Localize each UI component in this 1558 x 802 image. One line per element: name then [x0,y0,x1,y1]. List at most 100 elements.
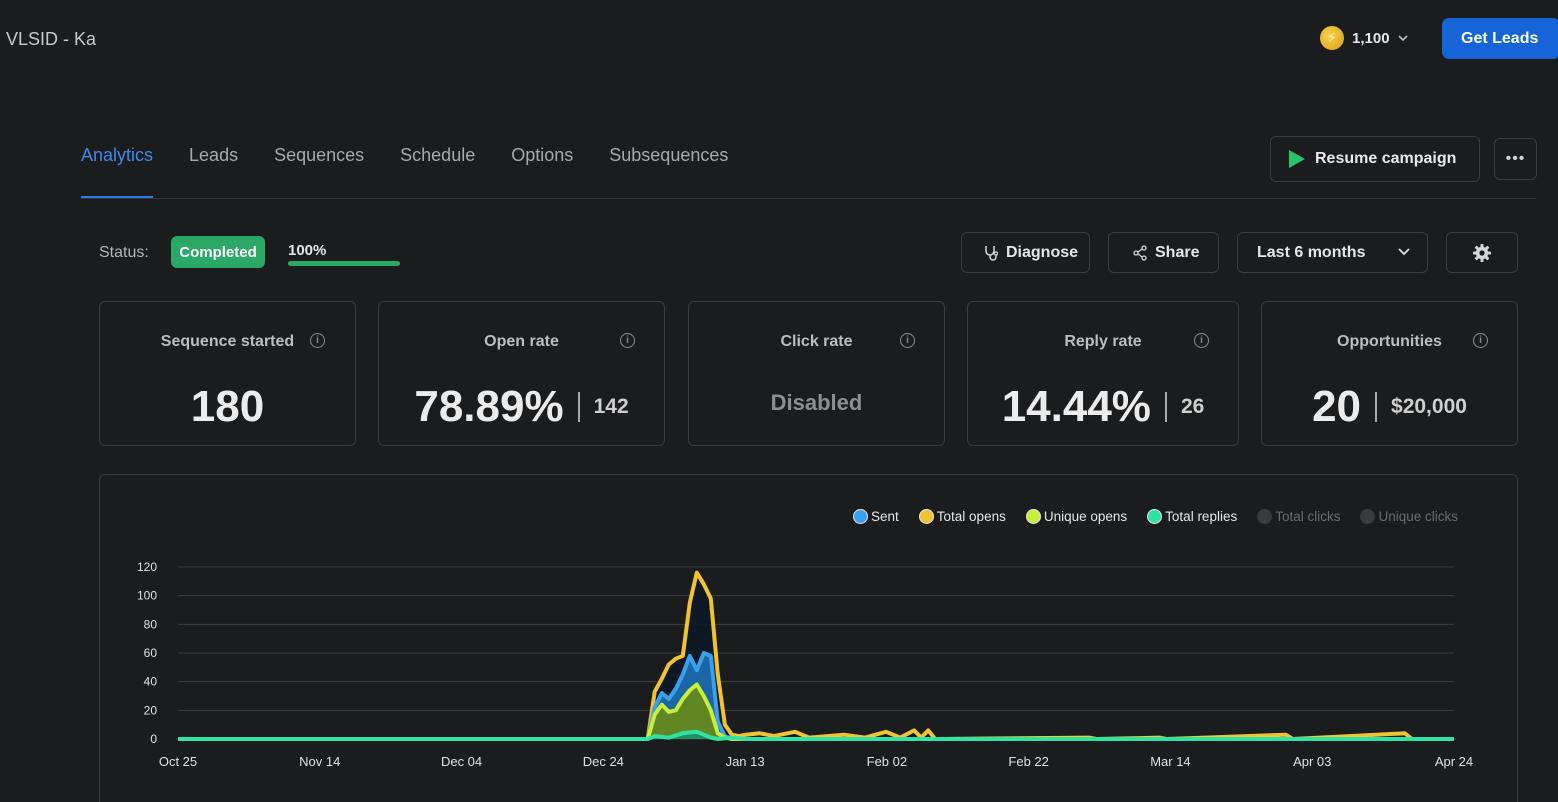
y-tick-label: 120 [137,560,157,574]
card-opportunities: Opportunities i 20 $20,000 [1261,301,1518,446]
credits-value: 1,100 [1352,29,1390,47]
x-tick-label: Jan 13 [726,754,765,769]
play-icon [1289,150,1305,168]
date-range-select[interactable]: Last 6 months [1237,232,1428,273]
series-area-unique-opens [178,684,1454,739]
click-rate-value: Disabled [770,390,863,415]
top-bar: VLSID - Ka ⚡ 1,100 Get Leads [0,0,1558,78]
card-title: Open rate [484,333,559,350]
x-tick-label: Dec 24 [583,754,624,769]
card-title: Click rate [780,333,853,350]
diagnose-label: Diagnose [1006,243,1079,261]
y-tick-label: 20 [144,703,158,717]
card-reply-rate: Reply rate i 14.44% 26 [967,301,1239,446]
series-area-total-opens [178,572,1454,739]
share-icon [1133,244,1147,261]
status-badge: Completed [171,236,265,268]
series-line-sent [178,651,1454,741]
diagnose-button[interactable]: Diagnose [961,232,1090,273]
tab-leads[interactable]: Leads [189,145,239,165]
share-button[interactable]: Share [1108,232,1219,273]
legend-swatch [853,509,868,524]
legend-item[interactable]: Total replies [1147,509,1237,524]
tab-options[interactable]: Options [511,145,574,165]
y-tick-label: 100 [137,589,157,603]
legend-swatch [1147,509,1163,524]
series-line-total-opens [178,570,1454,741]
tab-analytics[interactable]: Analytics [81,145,154,199]
credits-dropdown[interactable]: ⚡ 1,100 [1320,26,1408,50]
x-tick-label: Apr 03 [1293,754,1331,769]
tab-sequences[interactable]: Sequences [274,145,365,165]
x-tick-label: Apr 24 [1435,754,1473,769]
series-line-total-replies [178,729,1454,741]
legend-item[interactable]: Unique clicks [1360,509,1458,524]
analytics-chart: 0 20 40 60 80 100 120 Oct 25 Nov 14 Dec 04 Dec 24 J… [137,560,1473,769]
card-title: Opportunities [1337,333,1442,350]
chart-legend: Sent Total opens Unique opens Total replies… [853,509,1458,524]
settings-button[interactable] [1446,232,1518,273]
value-separator [1375,392,1378,422]
series-line-unique-opens [178,682,1454,741]
card-value-row: 180 [100,382,355,432]
x-tick-label: Feb 02 [867,754,907,769]
get-leads-button[interactable]: Get Leads [1442,18,1558,59]
legend-label: Sent [871,509,899,524]
card-value-row: 20 $20,000 [1262,382,1517,432]
lightning-coin-icon: ⚡ [1320,26,1344,50]
legend-item[interactable]: Unique opens [1025,509,1128,524]
info-icon[interactable]: i [1194,333,1209,348]
legend-label: Total clicks [1275,509,1341,524]
y-tick-label: 80 [144,617,158,631]
tab-subsequences[interactable]: Subsequences [609,145,729,165]
card-sequence-started: Sequence started i 180 [99,301,356,446]
legend-item[interactable]: Total opens [918,509,1006,524]
x-tick-label: Nov 14 [299,754,340,769]
card-value-row: 14.44% 26 [968,382,1238,432]
progress-fill [288,261,400,266]
reply-rate-value: 14.44% [1001,382,1151,431]
info-icon[interactable]: i [1473,333,1488,348]
legend-label: Total opens [936,509,1006,524]
card-value-row: 78.89% 142 [379,382,664,432]
tab-bar: Analytics Leads Sequences Schedule Optio… [81,145,728,199]
legend-label: Unique opens [1043,509,1128,524]
gear-icon [1473,243,1491,262]
info-icon[interactable]: i [900,333,915,348]
x-tick-label: Feb 22 [1008,754,1048,769]
progress-bar [288,261,400,266]
x-tick-label: Dec 04 [441,754,482,769]
legend-item[interactable]: Sent [853,509,899,524]
info-icon[interactable]: i [620,333,635,348]
card-open-rate: Open rate i 78.89% 142 [378,301,665,446]
tabs-divider [81,198,1536,199]
y-tick-label: 0 [150,732,157,746]
resume-campaign-button[interactable]: Resume campaign [1270,136,1480,182]
open-rate-value: 78.89% [414,382,564,431]
legend-item[interactable]: Total clicks [1257,509,1340,524]
sequence-started-value: 180 [190,382,265,431]
opportunities-value: 20 [1312,382,1362,431]
chevron-down-icon [1397,34,1408,41]
series-area-sent [178,653,1454,739]
date-range-value: Last 6 months [1257,243,1366,261]
more-options-button[interactable]: ••• [1494,138,1537,180]
legend-swatch [1257,509,1273,524]
legend-label: Total replies [1165,509,1238,524]
tab-schedule[interactable]: Schedule [400,145,476,165]
y-tick-label: 60 [144,646,158,660]
share-label: Share [1155,243,1200,261]
chevron-down-icon [1398,248,1410,256]
y-tick-label: 40 [144,675,158,689]
resume-campaign-label: Resume campaign [1315,150,1457,167]
card-click-rate: Click rate i Disabled [688,301,945,446]
campaign-title: VLSID - Ka [6,29,97,49]
opportunities-amount: $20,000 [1391,395,1467,418]
legend-swatch [1360,509,1376,524]
value-separator [1164,392,1167,422]
reply-count: 26 [1180,395,1205,418]
analytics-chart-panel [99,474,1518,802]
info-icon[interactable]: i [310,333,325,348]
value-separator [577,392,580,422]
legend-swatch [918,509,934,524]
